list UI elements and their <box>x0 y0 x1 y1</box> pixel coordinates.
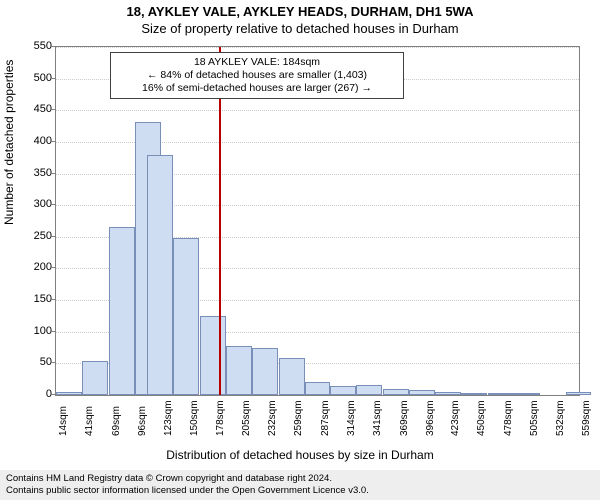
y-tick-mark <box>50 173 55 174</box>
y-tick-label: 150 <box>12 293 52 305</box>
y-tick-mark <box>50 78 55 79</box>
histogram-bar <box>383 389 409 395</box>
y-tick-label: 550 <box>12 40 52 52</box>
footer-attribution: Contains HM Land Registry data © Crown c… <box>0 470 600 500</box>
y-tick-label: 300 <box>12 198 52 210</box>
histogram-bar <box>330 386 356 395</box>
histogram-bar <box>488 393 514 395</box>
annotation-line3: 16% of semi-detached houses are larger (… <box>117 82 397 95</box>
histogram-bar <box>147 155 173 395</box>
histogram-bar <box>566 392 592 395</box>
x-tick-label: 232sqm <box>267 400 278 436</box>
gridline <box>56 47 579 48</box>
x-tick-label: 396sqm <box>425 400 436 436</box>
histogram-bar <box>109 227 135 395</box>
annotation-box: 18 AYKLEY VALE: 184sqm ← 84% of detached… <box>110 52 404 99</box>
footer-line2: Contains public sector information licen… <box>6 485 594 497</box>
histogram-bar <box>461 393 487 395</box>
y-tick-mark <box>50 236 55 237</box>
histogram-bar <box>435 392 461 395</box>
x-tick-label: 41sqm <box>84 406 95 436</box>
histogram-bar <box>279 358 305 395</box>
y-tick-mark <box>50 204 55 205</box>
histogram-bar <box>305 382 331 395</box>
footer-line1: Contains HM Land Registry data © Crown c… <box>6 473 594 485</box>
x-tick-label: 369sqm <box>399 400 410 436</box>
y-tick-label: 250 <box>12 230 52 242</box>
y-tick-label: 0 <box>12 388 52 400</box>
gridline <box>56 110 579 111</box>
histogram-bar <box>356 385 382 395</box>
histogram-bar <box>200 316 226 395</box>
histogram-bar <box>252 348 278 395</box>
x-tick-label: 532sqm <box>555 400 566 436</box>
y-tick-mark <box>50 46 55 47</box>
x-tick-label: 205sqm <box>241 400 252 436</box>
x-tick-label: 314sqm <box>346 400 357 436</box>
y-tick-mark <box>50 331 55 332</box>
y-tick-label: 500 <box>12 72 52 84</box>
histogram-bar <box>226 346 252 395</box>
chart-title-address: 18, AYKLEY VALE, AYKLEY HEADS, DURHAM, D… <box>0 0 600 19</box>
y-tick-mark <box>50 394 55 395</box>
x-tick-label: 123sqm <box>163 400 174 436</box>
x-axis-label: Distribution of detached houses by size … <box>0 448 600 462</box>
x-tick-label: 341sqm <box>372 400 383 436</box>
y-tick-mark <box>50 141 55 142</box>
x-tick-label: 478sqm <box>503 400 514 436</box>
x-tick-label: 96sqm <box>137 406 148 436</box>
y-tick-mark <box>50 299 55 300</box>
y-tick-mark <box>50 109 55 110</box>
histogram-bar <box>82 361 108 395</box>
histogram-bar <box>409 390 435 395</box>
histogram-bar <box>173 238 199 395</box>
x-tick-label: 69sqm <box>111 406 122 436</box>
y-tick-mark <box>50 267 55 268</box>
histogram-bar <box>514 393 540 395</box>
x-tick-label: 505sqm <box>529 400 540 436</box>
x-tick-label: 559sqm <box>581 400 592 436</box>
x-tick-label: 287sqm <box>320 400 331 436</box>
x-tick-label: 150sqm <box>189 400 200 436</box>
y-tick-label: 350 <box>12 167 52 179</box>
y-tick-mark <box>50 362 55 363</box>
y-tick-label: 50 <box>12 356 52 368</box>
annotation-line2: ← 84% of detached houses are smaller (1,… <box>117 69 397 82</box>
y-tick-label: 200 <box>12 261 52 273</box>
x-tick-label: 178sqm <box>215 400 226 436</box>
x-tick-label: 14sqm <box>58 406 69 436</box>
histogram-bar <box>56 392 82 395</box>
x-tick-label: 259sqm <box>293 400 304 436</box>
x-tick-label: 450sqm <box>476 400 487 436</box>
annotation-line1: 18 AYKLEY VALE: 184sqm <box>117 56 397 69</box>
x-tick-label: 423sqm <box>450 400 461 436</box>
y-tick-label: 450 <box>12 103 52 115</box>
y-tick-label: 400 <box>12 135 52 147</box>
y-tick-label: 100 <box>12 325 52 337</box>
chart-title-sub: Size of property relative to detached ho… <box>0 19 600 36</box>
